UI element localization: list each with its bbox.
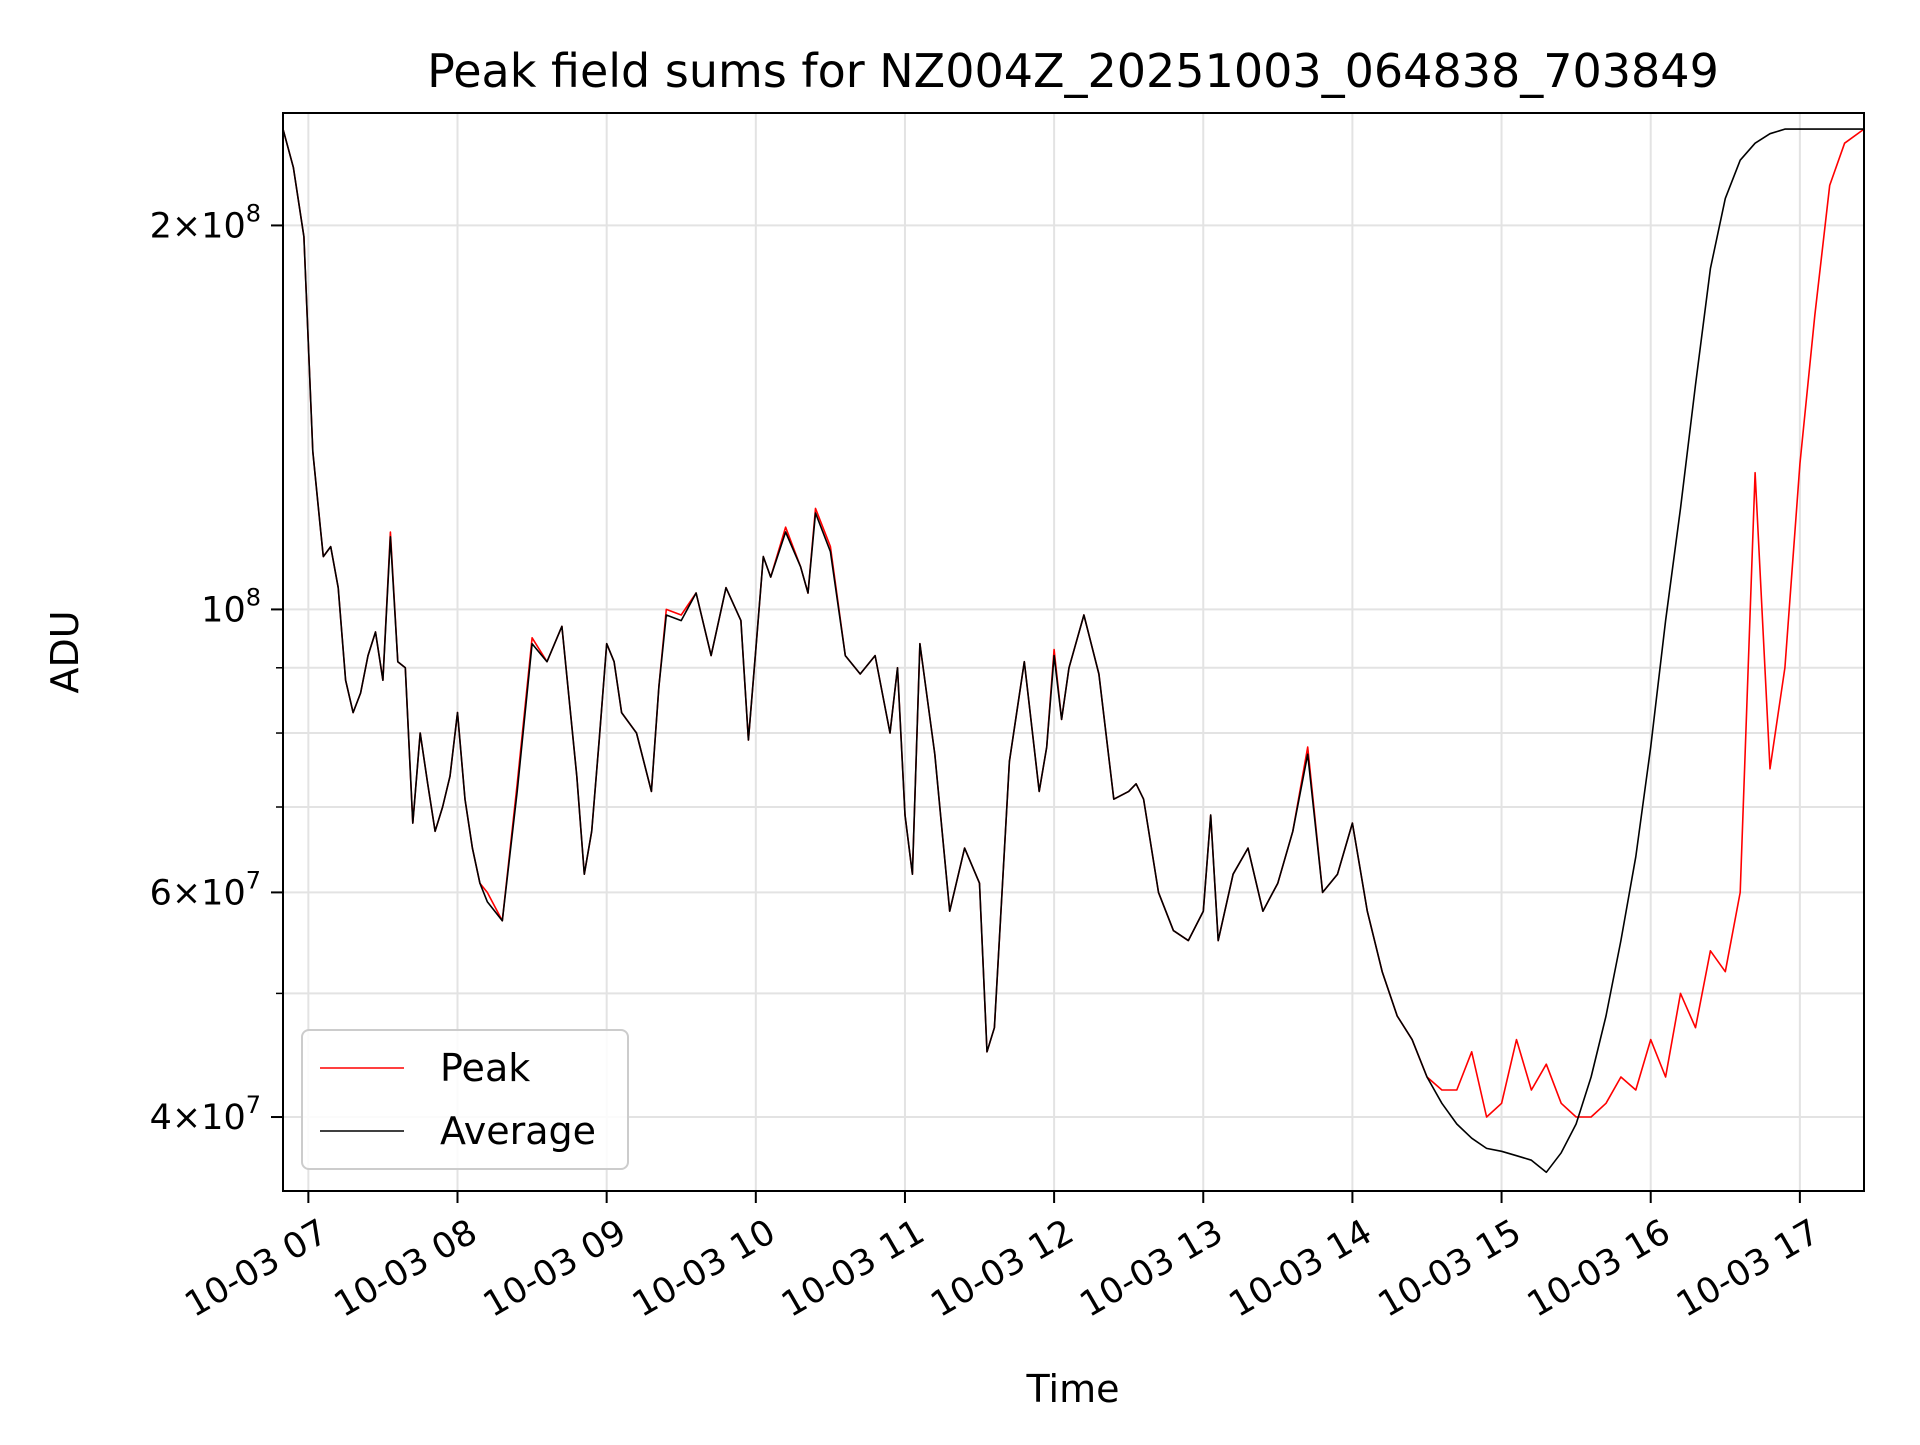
x-tick-label: 10-03 17 (1670, 1212, 1826, 1325)
y-tick-base: 4×10 (150, 1098, 246, 1138)
x-tick-label: 10-03 11 (775, 1212, 931, 1325)
x-tick-label: 10-03 09 (477, 1212, 633, 1325)
y-tick-base: 6×10 (150, 873, 246, 913)
x-tick-label: 10-03 08 (328, 1212, 484, 1325)
y-tick-label: 2×108 (150, 199, 261, 246)
legend-peak-label: Peak (440, 1046, 530, 1090)
legend-average-label: Average (440, 1109, 596, 1153)
x-tick-label: 10-03 16 (1521, 1212, 1677, 1325)
x-tick-label: 10-03 12 (924, 1212, 1080, 1325)
x-tick-label: 10-03 13 (1073, 1212, 1229, 1325)
y-tick-exponent: 8 (246, 583, 261, 611)
series-line-peak (282, 128, 1865, 1118)
x-axis-label: Time (1026, 1367, 1120, 1411)
plot-frame (282, 112, 1865, 1192)
legend: Peak Average (301, 1029, 629, 1170)
y-tick-label: 4×107 (150, 1091, 261, 1138)
y-tick-base: 10 (201, 590, 246, 630)
series-layer (282, 128, 1865, 1174)
y-tick-label: 6×107 (150, 866, 261, 913)
y-tick-exponent: 7 (246, 1091, 261, 1119)
series-line-average (282, 128, 1864, 1174)
x-tick-label: 10-03 15 (1372, 1212, 1528, 1325)
y-tick-exponent: 8 (246, 199, 261, 227)
y-axis-label: ADU (43, 610, 87, 693)
chart-title: Peak field sums for NZ004Z_20251003_0648… (427, 44, 1719, 98)
legend-box (301, 1029, 629, 1170)
x-tick-label: 10-03 10 (626, 1212, 782, 1325)
y-tick-label: 108 (201, 583, 261, 630)
x-tick-label: 10-03 07 (179, 1212, 335, 1325)
y-tick-exponent: 7 (246, 866, 261, 894)
y-tick-base: 2×10 (150, 206, 246, 246)
x-tick-label: 10-03 14 (1223, 1212, 1379, 1325)
